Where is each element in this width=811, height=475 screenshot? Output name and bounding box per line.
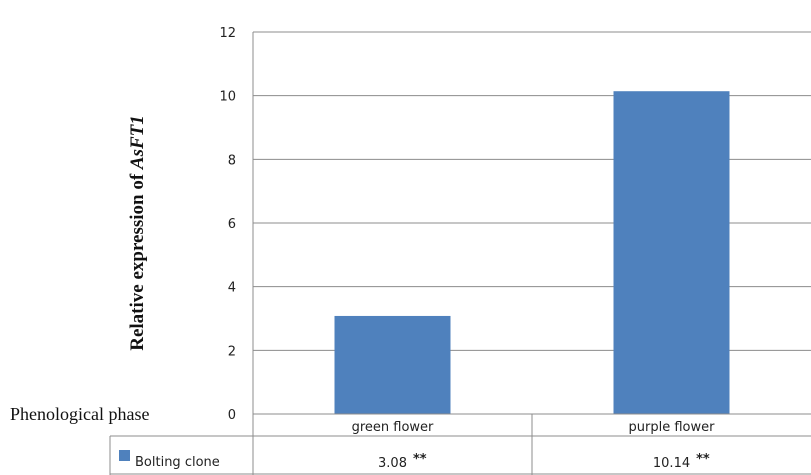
bar-purple-flower: [613, 91, 730, 415]
legend-key-bolting-clone: [119, 450, 130, 461]
y-tick-label: 12: [219, 26, 236, 41]
category-label: purple flower: [629, 420, 716, 435]
y-tick-label: 0: [228, 408, 236, 423]
y-tick-label: 4: [228, 281, 236, 296]
significance-marker: **: [413, 452, 427, 467]
y-tick-label: 6: [228, 217, 236, 232]
legend-label-bolting-clone: Bolting clone: [135, 455, 220, 470]
value-label: 10.14: [653, 456, 690, 471]
category-label: green flower: [352, 420, 434, 435]
y-tick-labels: 0 2 4 6 8 10 12: [219, 26, 236, 423]
phenological-phase-label: Phenological phase: [10, 404, 149, 424]
bar-green-flower: [334, 315, 451, 414]
y-tick-label: 2: [228, 344, 236, 359]
significance-marker: **: [696, 452, 710, 467]
y-tick-label: 8: [228, 153, 236, 168]
data-table: green flower 3.08 ** purple flower 10.14 ** Bo…: [109, 413, 811, 475]
y-tick-label: 10: [219, 90, 236, 105]
y-axis-title: Relative expression of AsFT1: [127, 115, 148, 351]
value-label: 3.08: [378, 456, 407, 471]
bars: [334, 91, 730, 415]
